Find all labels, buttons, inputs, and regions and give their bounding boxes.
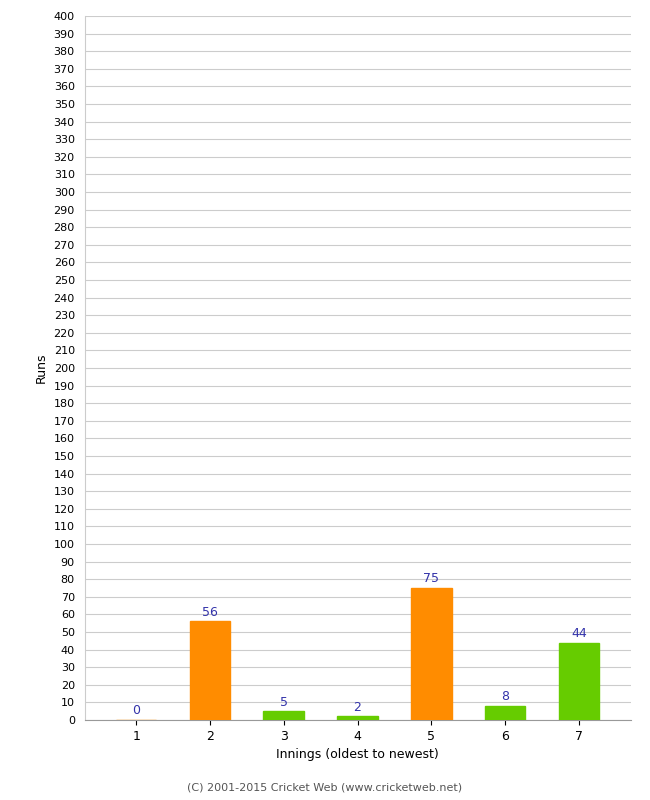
Bar [485, 706, 525, 720]
Text: 8: 8 [501, 690, 509, 703]
Text: 5: 5 [280, 695, 288, 709]
Bar [263, 711, 304, 720]
Bar [411, 588, 452, 720]
Y-axis label: Runs: Runs [35, 353, 48, 383]
Text: 56: 56 [202, 606, 218, 619]
Text: 75: 75 [423, 572, 439, 586]
Text: 0: 0 [132, 704, 140, 718]
Bar [558, 642, 599, 720]
Bar [337, 717, 378, 720]
Bar [190, 622, 230, 720]
Text: 2: 2 [354, 701, 361, 714]
X-axis label: Innings (oldest to newest): Innings (oldest to newest) [276, 748, 439, 762]
Text: 44: 44 [571, 627, 587, 640]
Text: (C) 2001-2015 Cricket Web (www.cricketweb.net): (C) 2001-2015 Cricket Web (www.cricketwe… [187, 782, 463, 792]
